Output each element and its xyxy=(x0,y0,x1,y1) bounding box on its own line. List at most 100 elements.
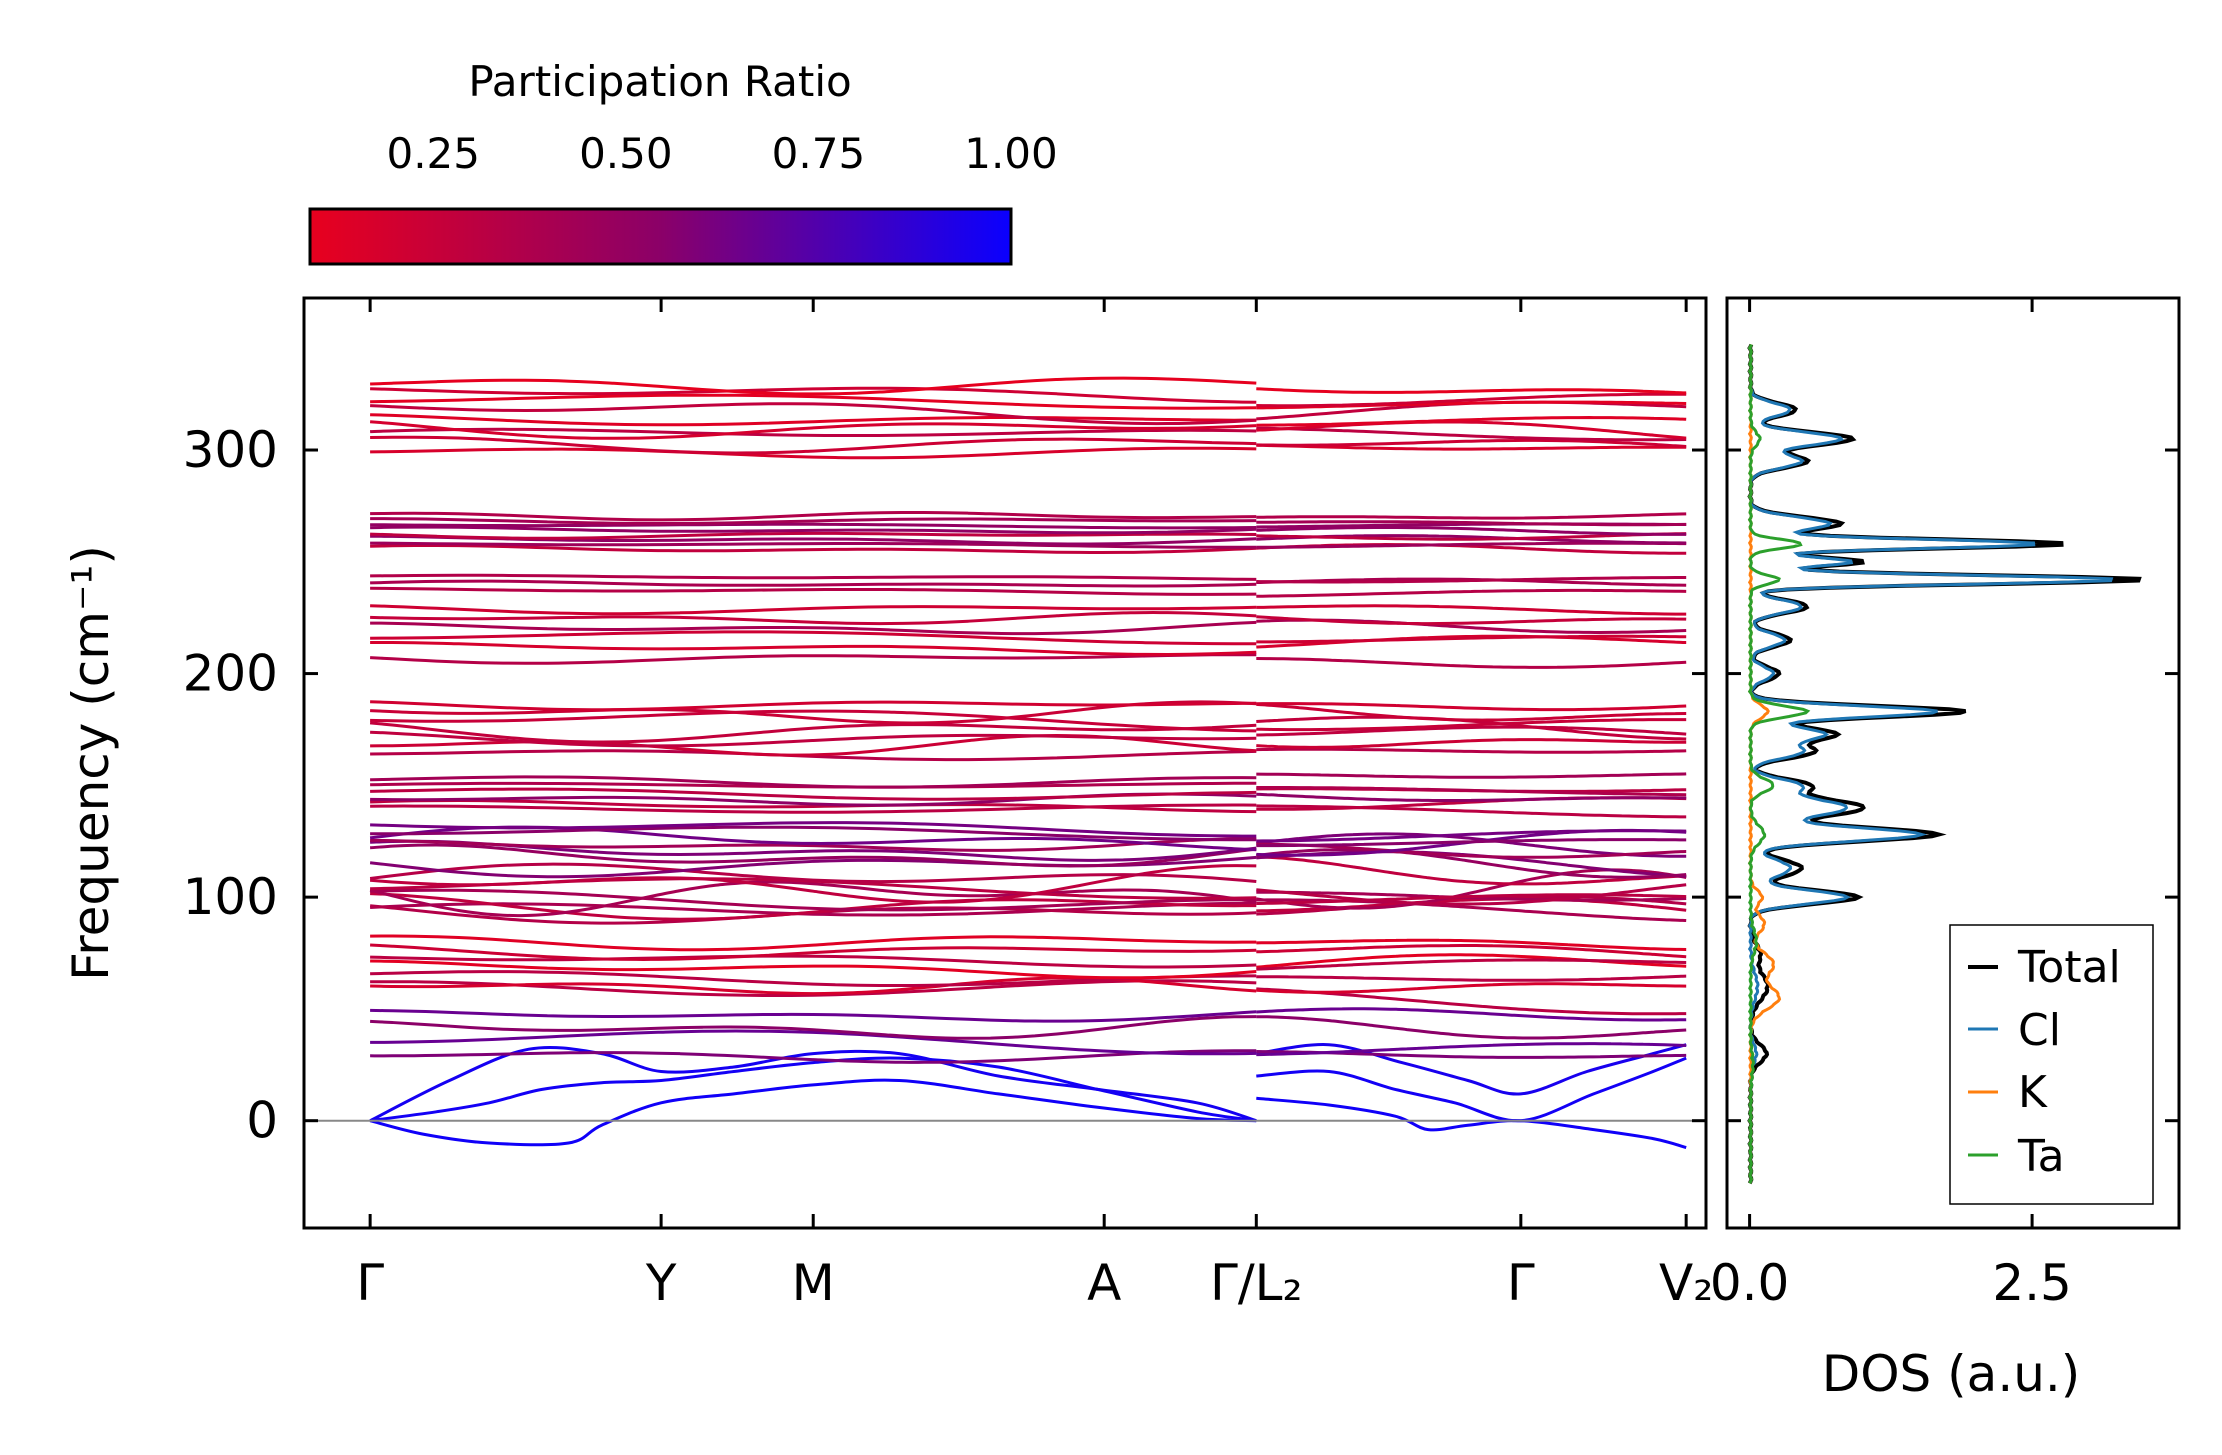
optical-branch xyxy=(370,435,1257,455)
acoustic-branch xyxy=(1256,1056,1687,1123)
optical-branch xyxy=(1256,855,1687,886)
optical-branch xyxy=(370,393,1257,410)
optical-branch xyxy=(1256,387,1687,395)
optical-branch xyxy=(369,864,1257,904)
optical-branch xyxy=(370,730,1257,748)
optical-branch xyxy=(1256,1015,1687,1040)
optical-branch xyxy=(370,943,1257,961)
optical-branch xyxy=(1256,944,1687,959)
legend-label-k: K xyxy=(2018,1067,2048,1118)
optical-branch xyxy=(1256,883,1687,906)
optical-branch xyxy=(370,700,1257,725)
dos-lines xyxy=(1747,343,2142,1185)
kpoint-label: Γ/L₂ xyxy=(1210,1254,1303,1312)
optical-branch xyxy=(370,641,1257,656)
optical-branch xyxy=(370,402,1257,426)
optical-branch xyxy=(1256,702,1687,712)
dos-ticks: 0.0 2.5 xyxy=(1710,298,2179,1312)
acoustic-branch xyxy=(369,1078,1257,1147)
optical-branch xyxy=(1256,847,1687,879)
optical-branch xyxy=(1256,804,1687,819)
colorbar-tick-label: 0.75 xyxy=(772,129,866,178)
dos-x-tick-label: 2.5 xyxy=(1992,1254,2072,1312)
kpoint-label: Y xyxy=(645,1254,677,1312)
legend-label-total: Total xyxy=(2017,942,2121,993)
optical-branch xyxy=(370,525,1257,535)
optical-branch xyxy=(370,709,1257,733)
legend-label-ta: Ta xyxy=(2017,1131,2065,1182)
kpoint-label: A xyxy=(1087,1254,1121,1312)
optical-branch xyxy=(370,1029,1257,1056)
colorbar-ticks: 0.25 0.50 0.75 1.00 xyxy=(386,129,1058,264)
optical-branch xyxy=(370,700,1257,712)
optical-branch xyxy=(370,543,1257,554)
optical-branch xyxy=(1256,747,1687,754)
optical-branch xyxy=(370,541,1257,549)
optical-branch xyxy=(370,970,1257,988)
optical-branch xyxy=(369,880,1257,918)
optical-branch xyxy=(1256,443,1687,451)
optical-branch xyxy=(370,976,1257,996)
optical-branch xyxy=(370,579,1257,588)
kpoint-ticks: Γ Y M A Γ/L₂ Γ V₂ xyxy=(356,298,1713,1312)
optical-branch xyxy=(1256,1042,1687,1057)
optical-branch xyxy=(1256,792,1687,802)
optical-branch xyxy=(1256,604,1687,616)
optical-branch xyxy=(370,825,1257,842)
optical-branch xyxy=(370,775,1257,789)
optical-branch xyxy=(1256,718,1687,732)
optical-branch xyxy=(1256,958,1687,971)
colorbar-title: Participation Ratio xyxy=(468,57,851,106)
optical-branch xyxy=(1256,634,1687,649)
band-y-ticks: 0 100 200 300 xyxy=(183,421,1706,1150)
optical-branch xyxy=(370,522,1257,530)
optical-branch xyxy=(370,586,1257,596)
kpoint-label: Γ xyxy=(356,1254,384,1312)
y-tick-label: 300 xyxy=(183,421,278,479)
optical-branch xyxy=(1256,426,1687,442)
kpoint-label: Γ xyxy=(1507,1254,1535,1312)
colorbar-tick-label: 0.50 xyxy=(579,129,673,178)
optical-branch xyxy=(370,1049,1257,1064)
colorbar: Participation Ratio 0.25 0.50 0.75 1.00 xyxy=(308,57,1058,266)
optical-branch xyxy=(1256,838,1687,848)
optical-branch xyxy=(1256,420,1687,440)
optical-branch xyxy=(370,787,1257,801)
optical-branch xyxy=(370,604,1257,616)
optical-branch xyxy=(1256,785,1687,797)
optical-branch xyxy=(1256,512,1687,520)
band-structure-panel: 0 100 200 300 Γ Y M A Γ/L₂ Γ V₂ Frequency (cm⁻¹) xyxy=(62,296,1713,1312)
optical-branch xyxy=(370,837,1257,852)
optical-branch xyxy=(1256,525,1687,536)
legend-frame xyxy=(1949,924,2154,1205)
optical-branch xyxy=(370,510,1257,522)
optical-branch xyxy=(1256,634,1687,644)
optical-branch xyxy=(370,413,1257,427)
optical-branch xyxy=(370,959,1257,980)
y-tick-label: 0 xyxy=(246,1092,278,1150)
y-tick-label: 200 xyxy=(183,645,278,703)
dos-x-tick-label: 0.0 xyxy=(1710,1254,1790,1312)
optical-branch xyxy=(370,630,1257,646)
optical-branch xyxy=(1256,982,1687,994)
optical-branch xyxy=(370,888,1257,912)
optical-branch xyxy=(1256,520,1687,527)
dos-axes-frame xyxy=(1725,296,2181,1230)
optical-branch xyxy=(1256,438,1687,448)
optical-branch xyxy=(1256,738,1687,749)
optical-branch xyxy=(1256,532,1687,541)
kpoint-label: V₂ xyxy=(1659,1254,1713,1312)
optical-branch xyxy=(370,821,1257,838)
optical-branch xyxy=(370,1008,1257,1023)
band-axes-frame xyxy=(302,296,1708,1230)
optical-branch xyxy=(370,954,1257,969)
colorbar-tick-label: 0.25 xyxy=(386,129,480,178)
acoustic-branch xyxy=(369,1046,1257,1123)
optical-branch xyxy=(1256,829,1687,843)
optical-branch xyxy=(370,799,1257,814)
optical-branch xyxy=(370,934,1257,952)
legend-label-cl: Cl xyxy=(2018,1005,2061,1056)
optical-branch xyxy=(369,862,1257,884)
colorbar-gradient xyxy=(308,207,1013,266)
